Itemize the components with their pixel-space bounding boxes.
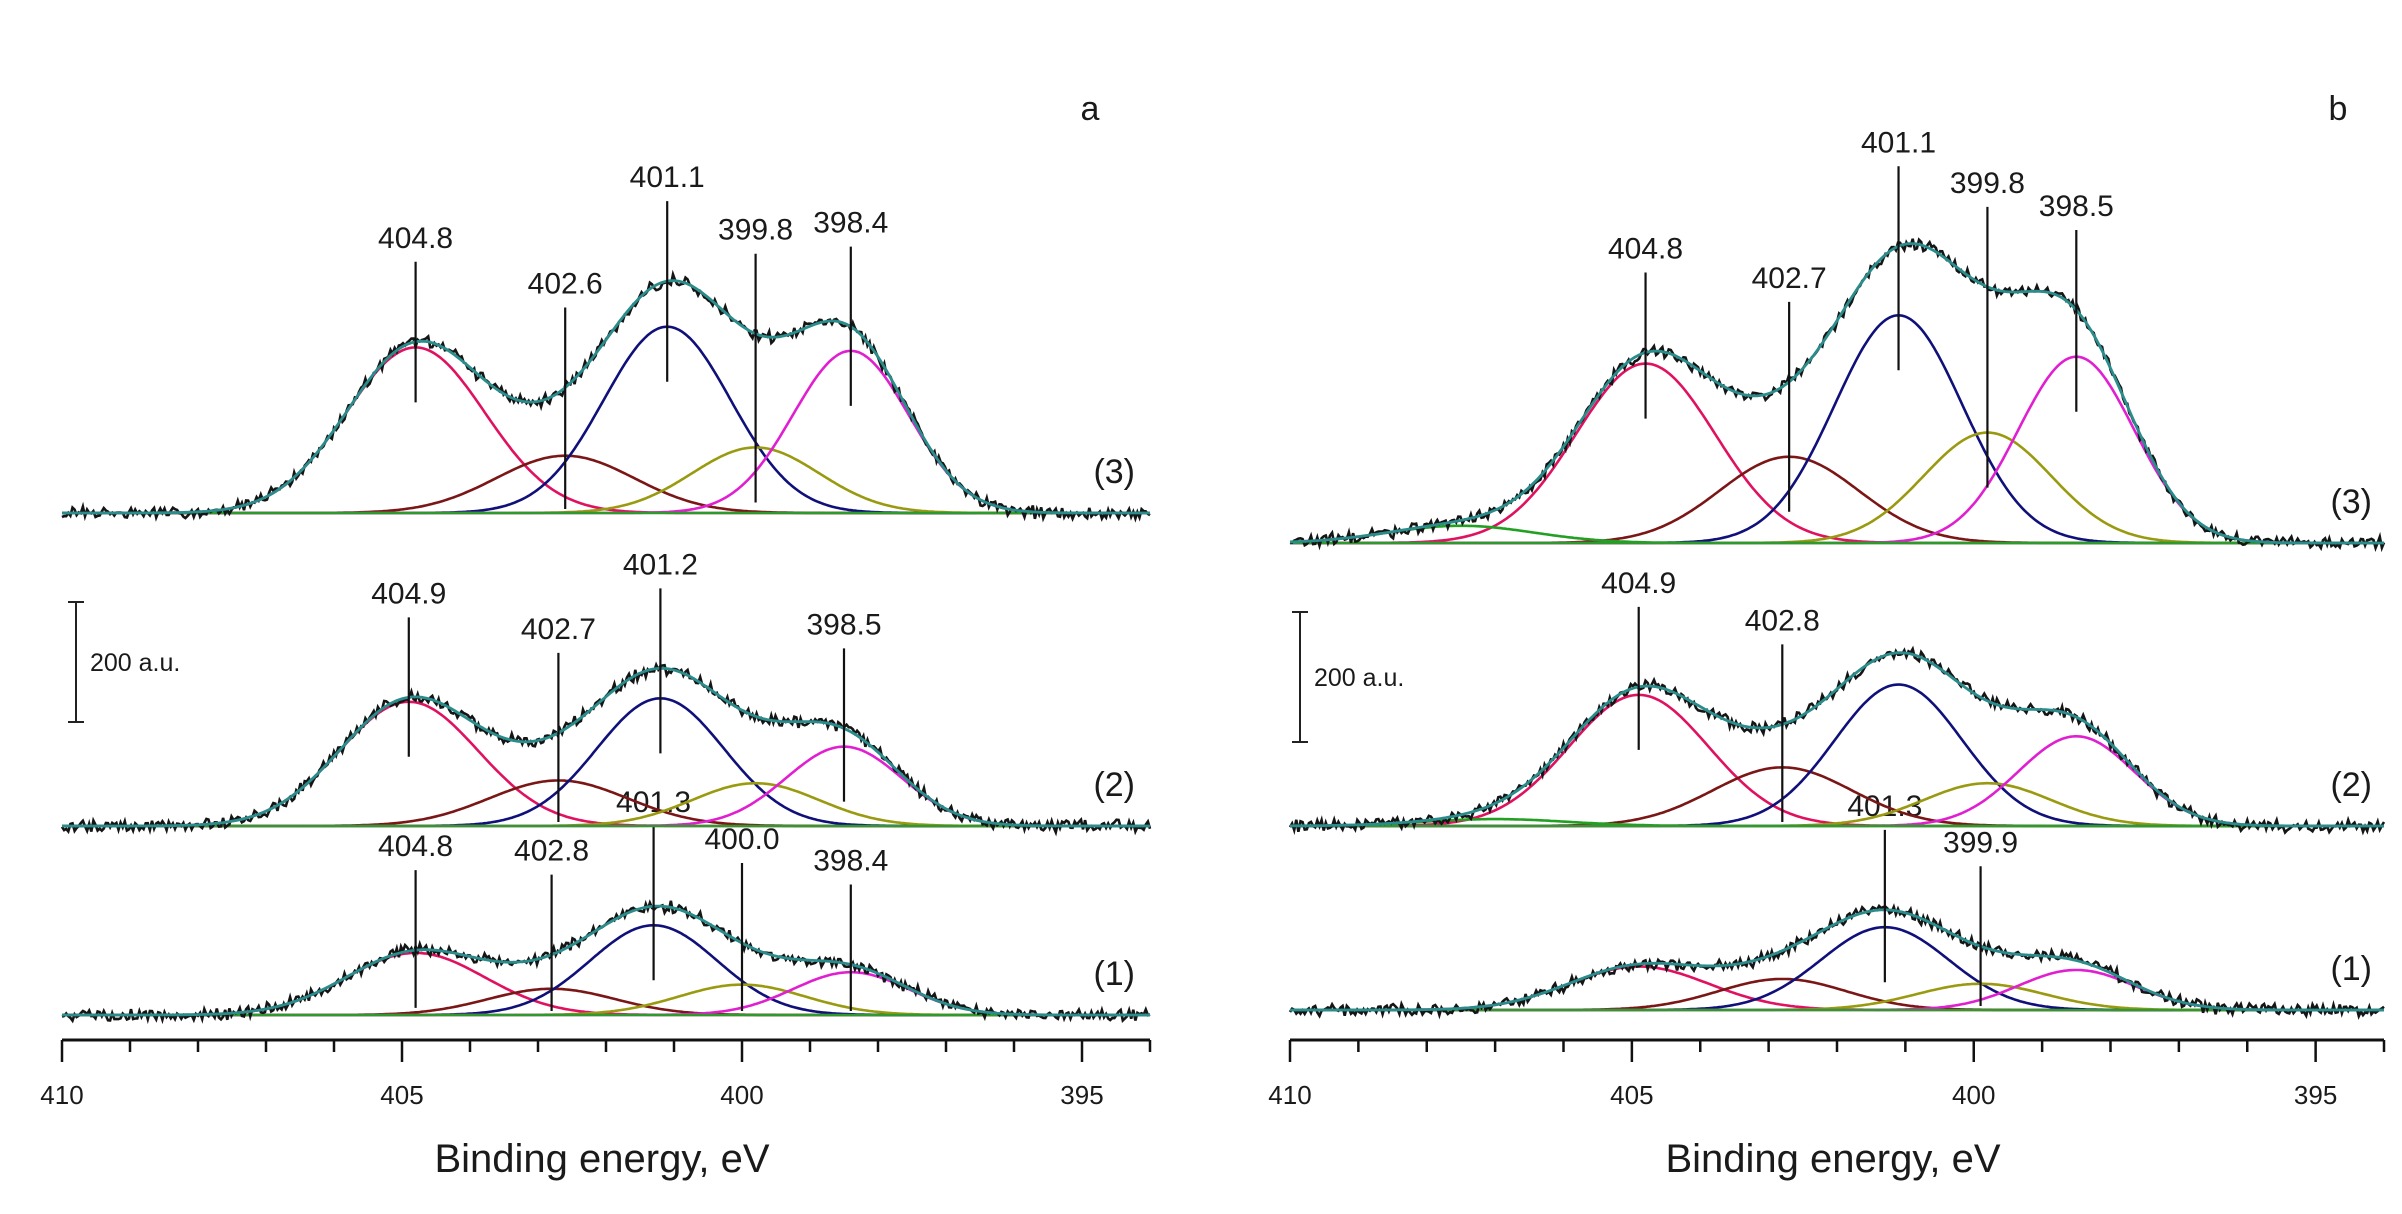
envelope-fit-2 [1290,651,2384,828]
component-curve-3-5 [62,349,1150,515]
component-curve-1-3 [1290,925,2384,1012]
annotation-label: 404.9 [371,577,446,610]
experimental-spectrum-1 [61,899,1151,1025]
panel-label: b [2329,90,2348,128]
annotation-label: 402.6 [528,268,603,301]
annotation-label: 404.8 [378,830,453,863]
annotation-label: 399.8 [718,214,793,247]
spectrum-label-1: (1) [2330,950,2372,988]
component-curve-2-3 [1290,683,2384,828]
envelope-fit-3 [62,279,1150,515]
annotation-label: 401.1 [630,161,705,194]
component-curve-3-5 [1290,355,2384,545]
scale-bar-label: 200 a.u. [90,649,180,677]
annotation-label: 402.8 [1745,604,1820,637]
panel-a: 410 405 400 395 Binding energy, eV a 200 a.u. (… [40,90,1152,1181]
annotation-label: 401.2 [623,548,698,581]
component-curve-3-1 [62,346,1150,515]
annotation-label: 398.4 [813,207,888,240]
annotation-label: 399.9 [1943,826,2018,859]
component-curve-1-5 [1290,968,2384,1012]
spectrum-label-3: (3) [1093,453,1135,491]
annotation-label: 398.5 [806,608,881,641]
panel-b: 410 405 400 395 Binding energy, eV b 200 a.u. (… [1268,90,2386,1181]
x-tick-label: 405 [1610,1080,1653,1110]
component-curve-2-1 [1290,693,2384,828]
x-axis-label: Binding energy, eV [434,1137,769,1181]
spectrum-label-2: (2) [1093,766,1135,804]
panel-label: a [1081,90,1100,128]
component-curve-2-2 [62,779,1150,828]
experimental-spectrum-3 [1289,237,2386,553]
component-curve-2-1 [62,700,1150,828]
annotation-label: 404.9 [1601,567,1676,600]
experimental-spectrum-2 [1288,645,2386,836]
x-tick-label: 410 [1268,1080,1311,1110]
component-curve-3-2 [62,454,1150,515]
component-curve-3-3 [1290,313,2384,545]
experimental-spectrum-2 [60,661,1152,837]
x-tick-label: 410 [40,1080,83,1110]
component-curve-2-5 [1290,734,2384,828]
component-curve-1-1 [62,951,1150,1017]
scale-bar-label: 200 a.u. [1314,664,1404,692]
x-tick-label: 400 [720,1080,763,1110]
annotation-label: 398.5 [2039,190,2114,223]
annotation-label: 398.4 [813,844,888,877]
component-curve-1-3 [62,923,1150,1017]
annotation-label: 404.8 [1608,233,1683,266]
x-tick-label: 405 [380,1080,423,1110]
x-tick-label: 395 [2294,1080,2337,1110]
x-tick-label: 400 [1952,1080,1995,1110]
envelope-fit-1 [1290,908,2384,1012]
annotation-label: 402.8 [514,835,589,868]
component-curve-2-3 [62,697,1150,828]
annotation-label: 400.0 [704,823,779,856]
envelope-fit-3 [1289,242,2384,545]
annotation-label: 404.8 [378,222,453,255]
component-curve-3-2 [1290,455,2384,545]
component-curve-3-1 [1290,362,2384,545]
component-curve-3-3 [62,325,1150,515]
spectrum-label-1: (1) [1093,955,1135,993]
annotation-label: 401.1 [1861,126,1936,159]
x-axis-label: Binding energy, eV [1665,1137,2000,1181]
annotation-label: 402.7 [521,613,596,646]
spectrum-label-3: (3) [2330,483,2372,521]
envelope-fit-1 [62,904,1150,1017]
component-curve-2-5 [62,745,1150,828]
x-tick-label: 395 [1060,1080,1103,1110]
envelope-fit-2 [62,666,1150,828]
spectrum-label-2: (2) [2330,766,2372,804]
annotation-label: 399.8 [1950,167,2025,200]
annotation-label: 402.7 [1752,262,1827,295]
